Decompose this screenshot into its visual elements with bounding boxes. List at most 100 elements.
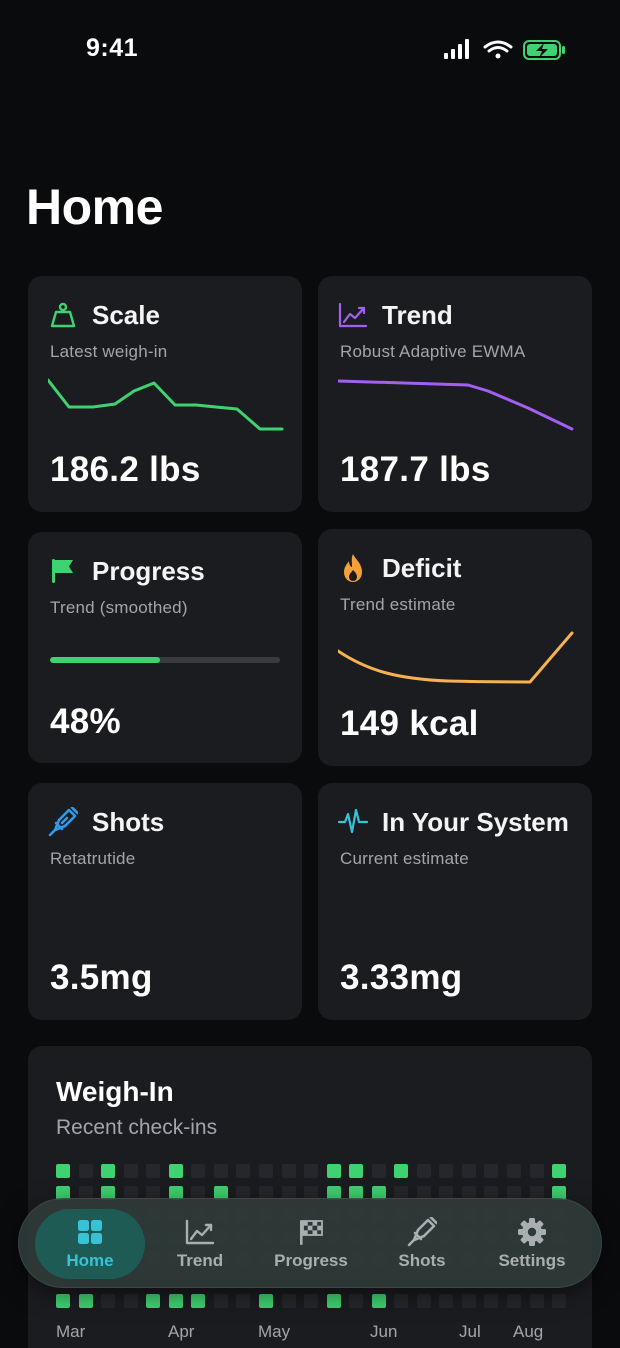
tab-progress[interactable]: Progress — [256, 1209, 366, 1279]
status-time: 9:41 — [86, 34, 139, 62]
chart-line-icon — [338, 300, 368, 330]
tab-label: Settings — [498, 1251, 566, 1270]
scale-sparkline — [48, 378, 284, 431]
heatmap-cell — [371, 1294, 386, 1308]
heatmap-cell — [439, 1294, 454, 1308]
heatmap-cell — [371, 1164, 386, 1178]
heatmap-cell — [416, 1294, 431, 1308]
heatmap-cell — [349, 1186, 364, 1200]
tab-shots[interactable]: Shots — [367, 1209, 477, 1279]
scale-card-value: 186.2 lbs — [50, 450, 201, 489]
chart-line-icon — [185, 1217, 215, 1247]
heatmap-cell — [101, 1164, 116, 1178]
heatmap-cell — [552, 1164, 567, 1178]
heatmap-cell — [416, 1186, 431, 1200]
trend-card[interactable]: Trend Robust Adaptive EWMA 187.7 lbs — [318, 276, 592, 512]
page-title: Home — [26, 179, 163, 235]
heatmap-cell — [394, 1294, 409, 1308]
tab-trend[interactable]: Trend — [145, 1209, 255, 1279]
heatmap-cell — [146, 1164, 161, 1178]
heatmap-cell — [529, 1294, 544, 1308]
cellular-signal-icon — [444, 39, 469, 59]
heatmap-cell — [484, 1294, 499, 1308]
heatmap-cell — [56, 1186, 70, 1200]
heatmap-cell — [394, 1186, 409, 1200]
progress-card-value: 48% — [50, 702, 121, 741]
tab-home[interactable]: Home — [35, 1209, 145, 1279]
deficit-card-subtitle: Trend estimate — [340, 595, 456, 614]
heatmap-cell — [281, 1186, 296, 1200]
tab-settings[interactable]: Settings — [477, 1209, 587, 1279]
shots-card-value: 3.5mg — [50, 958, 153, 997]
heatmap-cell — [529, 1186, 544, 1200]
heatmap-cell — [552, 1186, 567, 1200]
heatmap-cell — [168, 1294, 183, 1308]
scale-card[interactable]: Scale Latest weigh-in 186.2 lbs — [28, 276, 302, 512]
heatmap-cell — [101, 1186, 116, 1200]
heatmap-cell — [236, 1186, 251, 1200]
heatmap-cell — [146, 1186, 161, 1200]
progress-card-title: Progress — [92, 555, 205, 586]
status-bar: 9:41 — [0, 0, 620, 100]
heatmap-cell — [213, 1294, 228, 1308]
status-icons — [444, 39, 565, 60]
heatmap-cell — [461, 1164, 476, 1178]
deficit-card-value: 149 kcal — [340, 704, 479, 743]
heatmap-cell — [349, 1164, 364, 1178]
heatmap-cell — [304, 1294, 319, 1308]
weigh-in-card[interactable]: Weigh-In Recent check-ins Mar Apr May Ju… — [28, 1046, 592, 1348]
heatmap-cell — [191, 1164, 206, 1178]
battery-charging-icon — [523, 40, 565, 60]
heatmap-cell — [258, 1186, 273, 1200]
tab-bar: Home Trend Progress — [18, 1198, 602, 1288]
trend-card-value: 187.7 lbs — [340, 450, 491, 489]
heatmap-cell — [326, 1164, 341, 1178]
checkered-flag-icon — [296, 1217, 326, 1247]
heatmap-cell — [123, 1294, 138, 1308]
heatmap-cell — [236, 1294, 251, 1308]
trend-sparkline — [338, 379, 574, 431]
weigh-in-title: Weigh-In — [56, 1076, 174, 1107]
heatmap-cell — [439, 1164, 454, 1178]
tab-label: Progress — [274, 1251, 348, 1270]
heatmap-cell — [213, 1186, 228, 1200]
heatmap-cell — [123, 1186, 138, 1200]
heatmap-cell — [484, 1164, 499, 1178]
heatmap-cell — [304, 1164, 319, 1178]
heatmap-cell — [439, 1186, 454, 1200]
heatmap-cell — [146, 1294, 161, 1308]
progress-card-subtitle: Trend (smoothed) — [50, 598, 188, 617]
heatmap-cell — [507, 1186, 521, 1200]
scale-card-title: Scale — [92, 299, 160, 330]
deficit-card[interactable]: Deficit Trend estimate 149 kcal — [318, 529, 592, 766]
heatmap-cell — [326, 1186, 341, 1200]
shots-card-title: Shots — [92, 806, 165, 837]
month-label: Jul — [459, 1322, 481, 1341]
progress-bar — [50, 657, 280, 663]
heatmap-cell — [56, 1294, 70, 1308]
heatmap-cell — [258, 1294, 273, 1308]
shots-card-subtitle: Retatrutide — [50, 849, 136, 868]
heatmap-cell — [168, 1186, 183, 1200]
syringe-icon — [407, 1217, 437, 1247]
scale-icon — [48, 300, 78, 330]
gear-icon — [517, 1217, 547, 1247]
month-label: Aug — [513, 1322, 544, 1341]
heatmap-cell — [281, 1294, 296, 1308]
heatmap-cell — [123, 1164, 138, 1178]
shots-card[interactable]: Shots Retatrutide 3.5mg — [28, 783, 302, 1020]
month-label: Jun — [370, 1322, 398, 1341]
system-card-subtitle: Current estimate — [340, 849, 469, 868]
progress-card[interactable]: Progress Trend (smoothed) 48% — [28, 532, 302, 763]
heatmap-cell — [507, 1294, 521, 1308]
deficit-card-title: Deficit — [382, 552, 462, 583]
heatmap-cell — [371, 1186, 386, 1200]
heatmap-cell — [281, 1164, 296, 1178]
heatmap-cell — [507, 1164, 521, 1178]
pulse-icon — [338, 807, 368, 837]
tab-label: Home — [66, 1251, 114, 1270]
tab-label: Trend — [176, 1251, 224, 1270]
wifi-icon — [483, 40, 513, 59]
heatmap-cell — [101, 1294, 116, 1308]
system-card[interactable]: In Your System Current estimate 3.33mg — [318, 783, 592, 1020]
